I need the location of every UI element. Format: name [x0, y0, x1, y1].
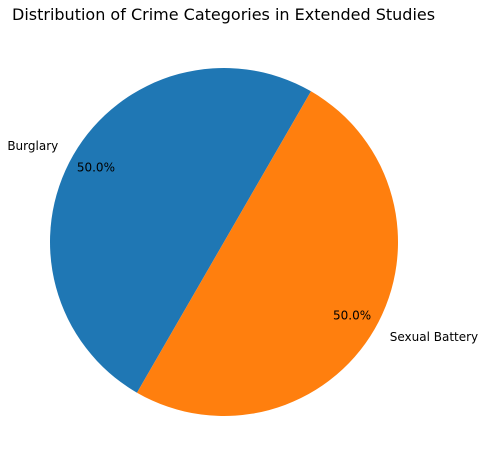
chart-title: Distribution of Crime Categories in Exte…	[12, 5, 435, 24]
slice-category-label: Burglary	[7, 139, 58, 153]
slice-percent-label: 50.0%	[333, 308, 371, 322]
pie-slices	[50, 68, 398, 416]
slice-percent-label: 50.0%	[77, 161, 115, 175]
slice-category-label: Sexual Battery	[390, 330, 478, 344]
